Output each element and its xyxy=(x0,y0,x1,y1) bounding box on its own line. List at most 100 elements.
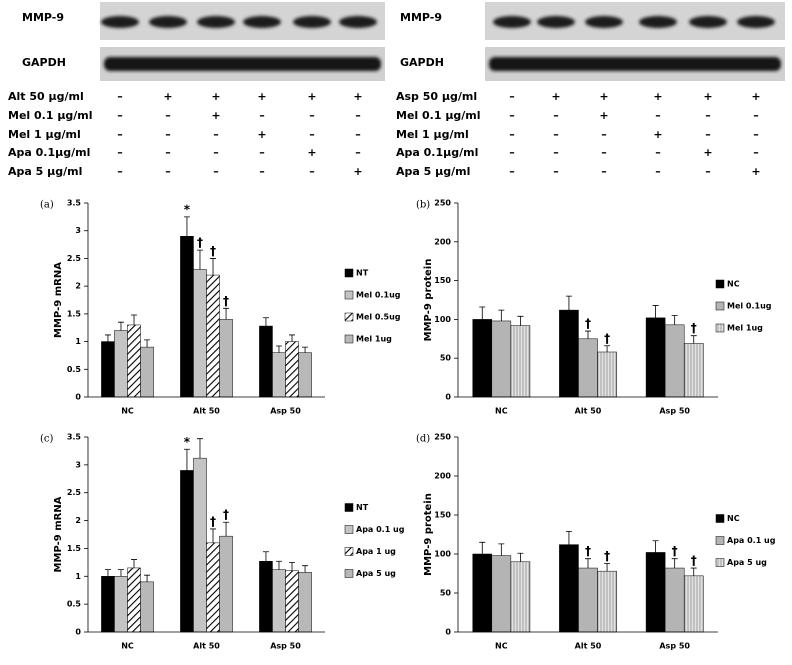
y-tick-label: 50 xyxy=(440,354,452,363)
error-bar xyxy=(131,559,138,568)
treatment-sign: + xyxy=(353,90,362,103)
treatment-sign: – xyxy=(509,109,515,122)
treatment-sign: – xyxy=(553,146,559,159)
error-bar xyxy=(275,560,282,570)
significance-mark: † xyxy=(223,294,229,308)
treatment-sign: – xyxy=(259,109,265,122)
treatment-sign: + xyxy=(163,90,172,103)
blot-band xyxy=(737,16,775,28)
bar xyxy=(510,561,531,633)
blot-background xyxy=(485,2,785,40)
blot-band xyxy=(689,16,727,28)
significance-mark: † xyxy=(691,321,697,335)
bar xyxy=(114,576,128,633)
bar xyxy=(683,343,704,398)
treatment-sign: – xyxy=(553,128,559,141)
significance-mark: † xyxy=(223,508,229,522)
legend-label: NT xyxy=(356,503,369,512)
legend-swatch xyxy=(715,301,725,311)
error-bar xyxy=(289,334,296,342)
legend-label: Mel 1ug xyxy=(356,335,392,344)
bar xyxy=(127,567,141,633)
y-tick-label: 3.5 xyxy=(67,433,82,442)
error-bar xyxy=(262,317,269,327)
treatment-sign: – xyxy=(553,109,559,122)
bar xyxy=(578,338,598,398)
blot-label: MMP-9 xyxy=(22,11,64,24)
bar xyxy=(578,567,598,633)
error-bar xyxy=(275,345,282,353)
bar xyxy=(683,575,704,633)
y-tick-label: 1 xyxy=(75,337,81,346)
blot-band xyxy=(104,57,381,71)
legend-label: Apa 0.1 ug xyxy=(356,525,405,534)
y-tick-label: 2 xyxy=(75,516,81,525)
treatment-sign: + xyxy=(211,90,220,103)
error-bar xyxy=(104,569,111,577)
treatment-label: Mel 1 μg/ml xyxy=(396,128,469,141)
x-tick-label: Asp 50 xyxy=(659,407,690,416)
y-axis-label: MMP-9 mRNA xyxy=(53,262,64,338)
x-tick-label: NC xyxy=(121,642,134,651)
error-bar xyxy=(565,295,572,311)
error-bar xyxy=(144,574,151,582)
y-tick-label: 3 xyxy=(75,460,81,469)
legend-label: Mel 0.1ug xyxy=(727,302,772,311)
error-bar xyxy=(183,216,190,237)
bar xyxy=(298,352,312,398)
y-tick-label: 200 xyxy=(434,472,451,481)
blot-label: MMP-9 xyxy=(400,11,442,24)
bar-chart: (a) MMP-9 mRNA 0 0.5 1 1.5 2 2.5 3 3.5 * † † † NC Alt 5… xyxy=(40,199,401,416)
legend-swatch xyxy=(715,558,725,567)
bar xyxy=(114,330,128,398)
treatment-sign: + xyxy=(257,90,266,103)
treatment-sign: + xyxy=(211,109,220,122)
significance-mark: * xyxy=(184,435,191,449)
y-tick-label: 250 xyxy=(434,433,451,442)
error-bar xyxy=(565,530,572,545)
error-bar xyxy=(210,258,217,276)
bar xyxy=(491,555,512,633)
treatment-label: Apa 0.1μg/ml xyxy=(8,146,90,159)
error-bar xyxy=(117,569,124,577)
legend-swatch xyxy=(715,536,725,545)
treatment-label: Mel 0.1 μg/ml xyxy=(8,109,93,122)
error-bar xyxy=(117,321,124,331)
error-bar xyxy=(104,334,111,342)
bar xyxy=(597,570,617,633)
legend-swatch xyxy=(344,290,354,300)
treatment-sign: + xyxy=(307,146,316,159)
treatment-sign: – xyxy=(117,90,123,103)
x-tick-label: Alt 50 xyxy=(193,407,220,416)
error-bar xyxy=(671,315,678,325)
error-bar xyxy=(144,339,151,348)
y-tick-label: 0 xyxy=(445,628,451,637)
treatment-sign: – xyxy=(355,128,361,141)
error-bar xyxy=(498,309,505,321)
bar xyxy=(193,269,207,398)
error-bar xyxy=(223,307,230,320)
panel-label: (d) xyxy=(416,434,430,445)
error-bar xyxy=(210,528,217,543)
x-tick-label: Asp 50 xyxy=(270,642,301,651)
treatment-sign: – xyxy=(655,109,661,122)
bar xyxy=(597,351,617,398)
blot-band xyxy=(639,16,677,28)
x-tick-label: Alt 50 xyxy=(193,642,220,651)
bar xyxy=(259,560,273,633)
panel-label: (c) xyxy=(40,434,54,445)
treatment-sign: + xyxy=(307,90,316,103)
blot-band xyxy=(537,16,575,28)
error-bar xyxy=(302,565,309,573)
treatment-sign: + xyxy=(653,128,662,141)
treatment-sign: – xyxy=(509,165,515,178)
treatment-label: Apa 5 μg/ml xyxy=(8,165,82,178)
treatment-sign: – xyxy=(165,146,171,159)
bar xyxy=(645,317,666,398)
blot-label: GAPDH xyxy=(400,56,444,69)
treatment-sign: + xyxy=(703,90,712,103)
y-tick-label: 50 xyxy=(440,589,452,598)
treatment-sign: + xyxy=(551,90,560,103)
treatment-sign: – xyxy=(601,128,607,141)
treatment-sign: – xyxy=(553,165,559,178)
